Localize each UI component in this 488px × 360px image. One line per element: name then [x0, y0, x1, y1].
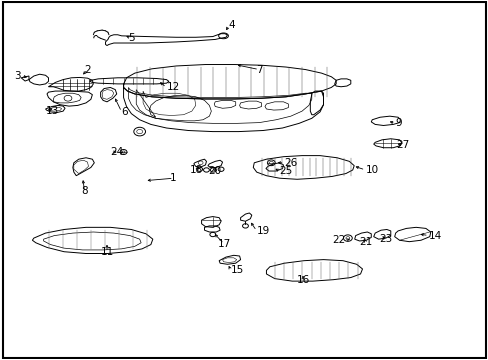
Text: 16: 16 — [296, 275, 309, 285]
Text: 20: 20 — [208, 166, 222, 176]
Text: 19: 19 — [256, 226, 269, 236]
Text: 22: 22 — [332, 235, 345, 245]
Text: 4: 4 — [228, 20, 235, 30]
Text: 24: 24 — [110, 147, 123, 157]
Text: 1: 1 — [169, 173, 176, 183]
Text: 18: 18 — [190, 165, 203, 175]
Text: 7: 7 — [255, 64, 262, 75]
Text: 12: 12 — [166, 82, 180, 93]
Text: 26: 26 — [284, 158, 297, 168]
Text: 13: 13 — [45, 106, 59, 116]
Text: 27: 27 — [396, 140, 409, 150]
Text: 8: 8 — [81, 186, 88, 197]
Text: 17: 17 — [217, 239, 230, 249]
Text: 11: 11 — [100, 247, 113, 257]
Text: 21: 21 — [358, 237, 371, 247]
Text: 23: 23 — [379, 234, 392, 244]
Text: 10: 10 — [365, 165, 378, 175]
Text: 9: 9 — [395, 118, 402, 128]
Text: 6: 6 — [122, 107, 128, 117]
Text: 25: 25 — [279, 166, 292, 176]
Text: 3: 3 — [15, 71, 21, 81]
Text: 15: 15 — [230, 265, 244, 275]
Text: 2: 2 — [84, 64, 91, 75]
Text: 14: 14 — [428, 231, 441, 240]
Text: 5: 5 — [128, 33, 134, 43]
